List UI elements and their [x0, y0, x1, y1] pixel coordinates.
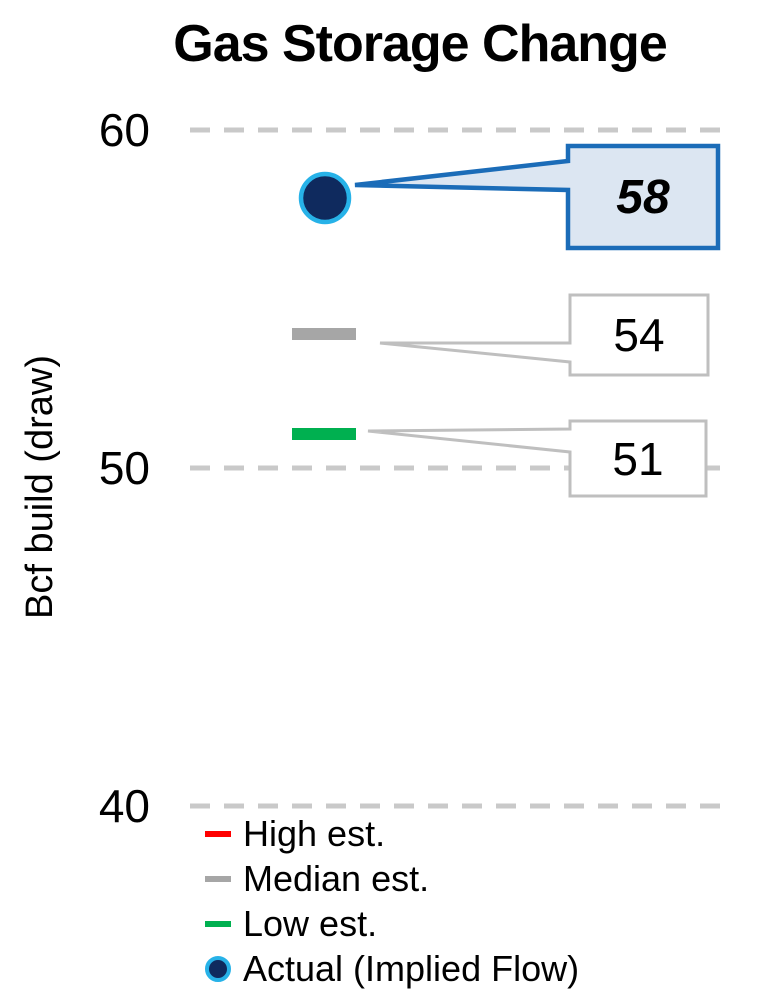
callout-58-shape: [354, 143, 721, 251]
median-est-bar: [292, 328, 356, 340]
legend-item-actual: Actual (Implied Flow): [205, 946, 579, 990]
y-tick-50: 50: [98, 442, 150, 494]
chart-title: Gas Storage Change: [173, 15, 667, 73]
legend-label: High est.: [243, 812, 386, 854]
legend-item-low-est: Low est.: [205, 901, 579, 946]
low-est-dash-icon: [205, 920, 231, 927]
low-est-bar: [292, 428, 356, 440]
legend-label: Low est.: [243, 902, 378, 944]
data-label-actual: 58: [616, 170, 670, 224]
legend-label: Actual (Implied Flow): [243, 947, 580, 989]
callout-51-shape: [367, 419, 708, 498]
y-tick-40: 40: [98, 780, 150, 832]
legend-label: Median est.: [243, 857, 430, 899]
actual-marker: [298, 171, 352, 225]
high-est-dash-icon: [205, 830, 231, 837]
actual-circle-icon: [205, 955, 231, 982]
median-est-dash-icon: [205, 875, 231, 882]
data-label-low: 51: [612, 432, 664, 485]
callout-54-shape: [379, 293, 710, 377]
data-label-median: 54: [613, 309, 665, 361]
legend-item-median-est: Median est.: [205, 856, 579, 901]
y-tick-60: 60: [98, 104, 150, 156]
legend-item-high-est: High est.: [205, 811, 579, 856]
legend: High est. Median est. Low est. Actual (I…: [205, 811, 579, 990]
